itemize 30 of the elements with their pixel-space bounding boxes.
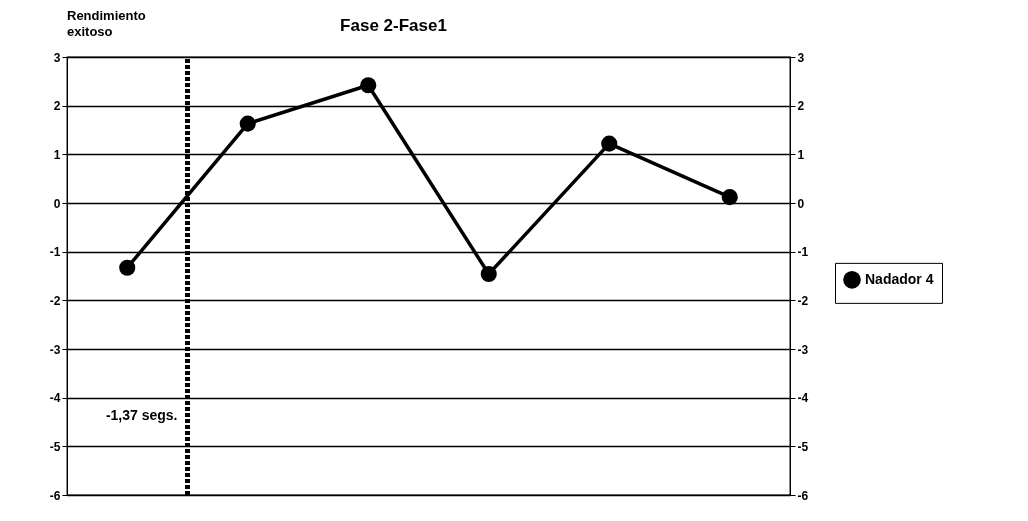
point: [360, 77, 377, 94]
y-tick-label: 1: [53, 147, 61, 162]
y-tick-label: -1: [49, 245, 61, 260]
point: [721, 189, 738, 206]
y2-tick-label: -3: [797, 342, 809, 357]
y-tick-label: 0: [53, 196, 61, 211]
legend-label: Nadador 4: [865, 270, 934, 287]
y2-tick-label: 2: [797, 99, 805, 114]
y-tick-label: -4: [49, 391, 61, 406]
text: Rendimiento exitoso: [67, 8, 146, 39]
y2-tick-label: 1: [797, 147, 805, 162]
chart-title: Fase 2-Fase1: [340, 16, 447, 35]
y2-tick-label: -1: [797, 245, 809, 260]
y2-tick-label: 3: [797, 50, 805, 65]
y-tick-label: -2: [49, 293, 61, 308]
point: [239, 115, 256, 132]
point: [119, 259, 136, 276]
y-tick-label: -6: [49, 488, 61, 503]
y2-tick-label: -6: [797, 488, 809, 503]
y-tick-label: 2: [53, 99, 61, 114]
y2-tick-label: -2: [797, 293, 809, 308]
y2-tick-label: -4: [797, 391, 809, 406]
annotation: -1,37 segs.: [105, 407, 178, 424]
y-tick-label: -3: [49, 342, 61, 357]
y-tick-label: -5: [49, 439, 61, 454]
y-tick-label: 3: [53, 50, 61, 65]
point: [480, 266, 497, 283]
y2-tick-label: 0: [797, 196, 805, 211]
y2-tick-label: -5: [797, 439, 809, 454]
point: [601, 135, 618, 152]
